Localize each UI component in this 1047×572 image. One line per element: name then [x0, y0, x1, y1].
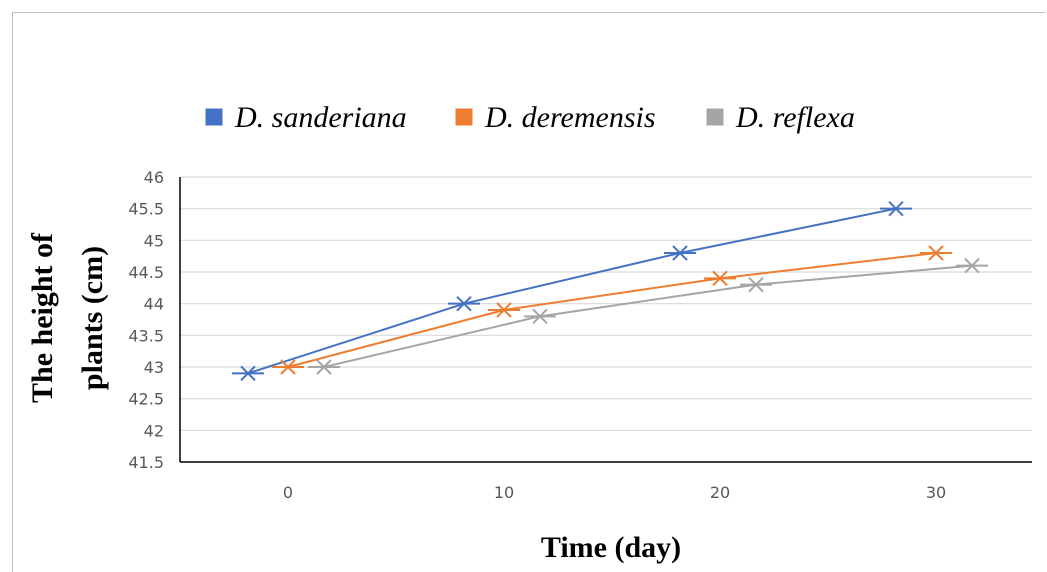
- legend-swatch: [454, 107, 474, 127]
- y-axis-title-line-2: plants (cm): [76, 246, 109, 390]
- legend: D. sanderiana D. deremensis D. reflexa: [204, 101, 855, 134]
- series-2: [272, 245, 952, 375]
- y-tick-label: 42.5: [128, 390, 164, 409]
- x-axis-title: Time (day): [541, 531, 681, 564]
- y-tick-label: 43: [144, 358, 164, 377]
- legend-label: D. sanderiana: [234, 101, 407, 134]
- y-tick-label: 41.5: [128, 453, 164, 472]
- data-point-marker: [664, 245, 696, 261]
- legend-item: D. sanderiana: [204, 101, 407, 134]
- legend-swatch: [204, 107, 224, 127]
- series-line: [247, 207, 897, 375]
- series-line: [323, 264, 973, 368]
- y-tick-label: 42: [144, 421, 164, 440]
- x-tick-label: 10: [494, 483, 514, 502]
- data-point-marker: [272, 359, 304, 375]
- y-axis-title-line-1: The height of: [26, 232, 59, 403]
- y-tick-label: 44.5: [128, 263, 164, 282]
- y-tick-label: 45.5: [128, 200, 164, 219]
- y-tick-label: 46: [144, 168, 164, 187]
- data-point-marker: [448, 295, 480, 312]
- x-tick-label: 30: [926, 483, 946, 502]
- y-tick-labels: 41.5 42 42.5 43 43.5 44 44.5 45 45.5 46: [128, 168, 164, 472]
- data-point-marker: [704, 270, 736, 287]
- y-tick-label: 43.5: [128, 326, 164, 345]
- data-point-marker: [308, 359, 340, 375]
- data-point-marker: [488, 302, 520, 318]
- legend-item: D. reflexa: [705, 101, 855, 134]
- data-point-marker: [880, 200, 912, 217]
- data-point-marker: [956, 257, 988, 274]
- x-tick-label: 0: [283, 483, 293, 502]
- data-point-marker: [232, 365, 264, 382]
- legend-label: D. reflexa: [735, 101, 855, 134]
- axes: [179, 177, 1032, 463]
- data-point-marker: [740, 276, 772, 293]
- gridlines: [180, 176, 1032, 431]
- legend-label: D. deremensis: [484, 101, 656, 134]
- data-point-marker: [920, 245, 952, 261]
- series-line: [287, 252, 937, 368]
- legend-swatch: [705, 107, 725, 127]
- chart-frame: [12, 12, 1045, 572]
- series-lines: [232, 200, 988, 382]
- series-1: [232, 200, 912, 382]
- y-tick-label: 45: [144, 231, 164, 250]
- legend-item: D. deremensis: [454, 101, 656, 134]
- x-tick-label: 20: [710, 483, 730, 502]
- data-point-marker: [524, 308, 556, 325]
- y-tick-label: 44: [144, 295, 164, 314]
- series-3: [308, 257, 988, 375]
- x-tick-labels: 0 10 20 30: [283, 483, 946, 502]
